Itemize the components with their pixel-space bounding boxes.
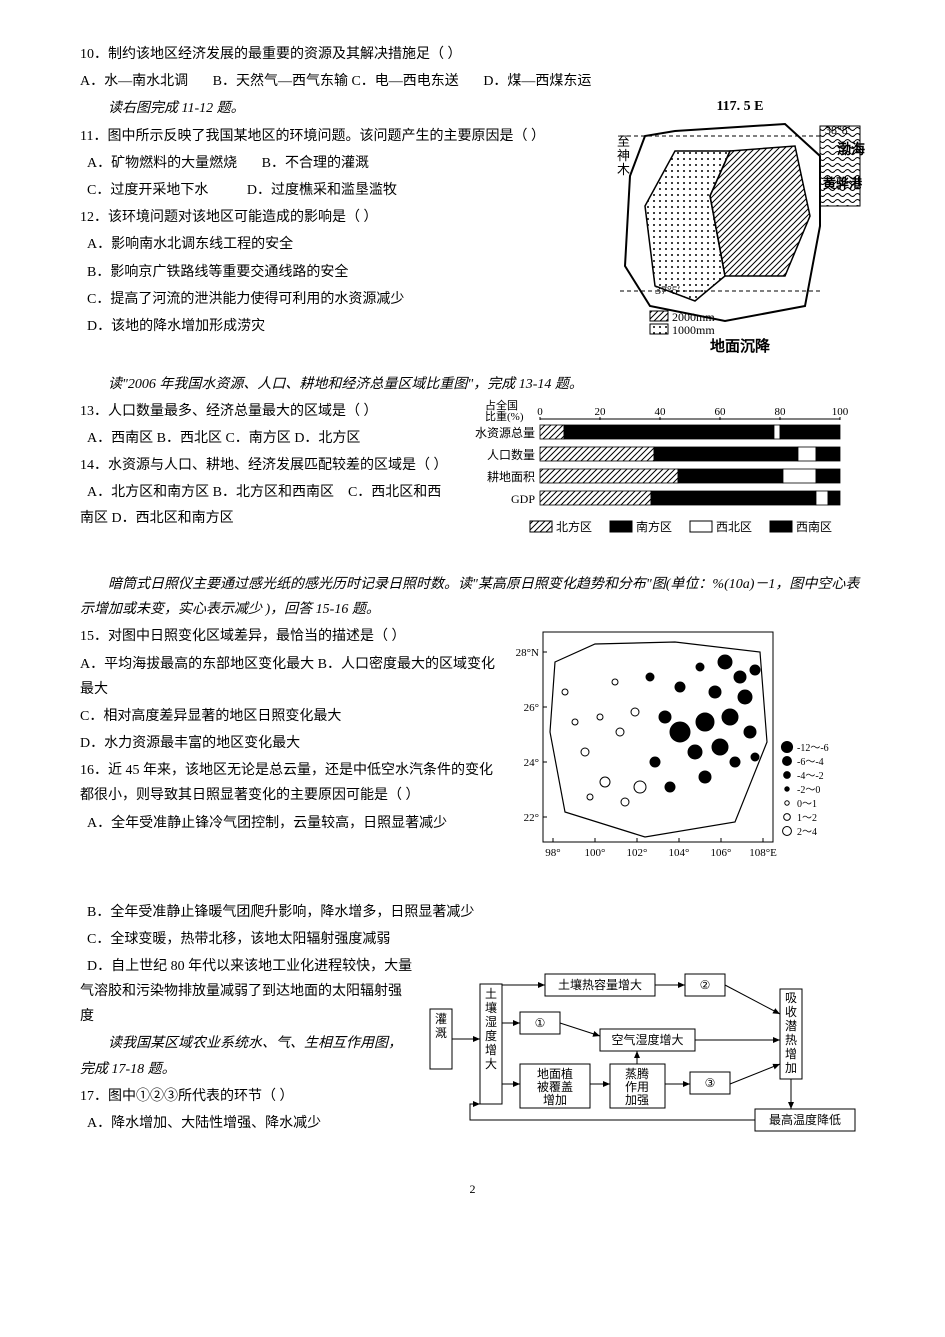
svg-text:土壤湿度增大: 土壤湿度增大	[485, 987, 497, 1071]
svg-text:104°: 104°	[669, 847, 690, 859]
fig1-bohai: 渤海	[837, 141, 865, 158]
q10-D: D．煤—西煤东运	[483, 74, 591, 89]
q16-B-txt: B．全年受准静止锋暖气团爬升影响，降水增多，日照显著减少	[87, 905, 474, 920]
svg-text:108°E: 108°E	[749, 847, 777, 859]
fig1-leg2: 1000mm	[672, 323, 715, 337]
fig1-shenmuku: 至神木	[617, 134, 630, 177]
svg-text:空气湿度增大: 空气湿度增大	[611, 1032, 683, 1047]
svg-text:人口数量: 人口数量	[487, 447, 535, 462]
figure-3: 28°N 26° 24° 22° 98° 100° 102° 104° 106° 108°E -12…	[505, 622, 865, 891]
note-15-16: 暗筒式日照仪主要通过感光纸的感光历时记录日照时数。读"某高原日照变化趋势和分布"…	[80, 572, 865, 622]
svg-text:①: ①	[535, 1016, 546, 1030]
q16-A-txt: A．全年受准静止锋冷气团控制，云量较高，日照显著减少	[87, 816, 447, 831]
q16-B: B．全年受准静止锋暖气团爬升影响，降水增多，日照显著减少	[80, 900, 865, 925]
svg-text:2～4: 2～4	[797, 827, 817, 838]
svg-text:③: ③	[705, 1076, 716, 1090]
q11-B: B．不合理的灌溉	[262, 156, 369, 171]
q10-B: B．天然气—西气东输	[213, 74, 348, 89]
q10-A: A．水—南水北调	[80, 74, 188, 89]
q15-A: A．平均海拔最高的东部地区变化最大	[80, 657, 314, 672]
q11-D: D．过度樵采和滥垦滥牧	[247, 183, 397, 198]
q17-A-txt: A．降水增加、大陆性增强、降水减少	[87, 1116, 321, 1131]
svg-text:西北区: 西北区	[716, 520, 752, 534]
figure-1: 117. 5 E 38°8′ 37°5′ 至神木 渤海 黄骅港 2000mm 1…	[615, 96, 865, 365]
svg-text:-2～0: -2～0	[797, 785, 820, 796]
svg-text:北方区: 北方区	[556, 519, 592, 534]
fig4-svg: 灌溉土壤湿度增大土壤热容量增大②①空气湿度增大地面植被覆盖增加蒸腾作用加强③吸收…	[425, 954, 865, 1144]
svg-text:-12～-6: -12～-6	[797, 743, 829, 754]
svg-text:60: 60	[715, 406, 727, 418]
q12-C-txt: C．提高了河流的泄洪能力使得可利用的水资源减少	[87, 292, 404, 307]
q14-D: D．西北区和南方区	[112, 511, 234, 526]
q11-C: C．过度开采地下水	[87, 183, 208, 198]
fig2-svg: 占全国比重(%) 0 20 40 60 80 100 水资源总量人口数量耕地面积 GDP 北方区 南…	[465, 397, 865, 557]
q16-D-txt: D．自上世纪 80 年代以来该地工业化进程较快，大量气溶胶和污染物排放量减弱了到…	[80, 959, 412, 1024]
svg-text:南方区: 南方区	[636, 519, 672, 534]
note-13-14: 读"2006 年我国水资源、人口、耕地和经济总量区域比重图"，完成 13-14 …	[80, 372, 865, 397]
figure-4: 灌溉土壤湿度增大土壤热容量增大②①空气湿度增大地面植被覆盖增加蒸腾作用加强③吸收…	[425, 954, 865, 1153]
q13-B: B．西北区	[157, 431, 222, 446]
svg-text:106°: 106°	[711, 847, 732, 859]
fig1-lat37: 37°5′	[655, 283, 681, 297]
svg-text:28°N: 28°N	[516, 647, 539, 659]
svg-text:40: 40	[655, 406, 667, 418]
svg-text:102°: 102°	[627, 847, 648, 859]
svg-text:26°: 26°	[524, 702, 539, 714]
svg-text:20: 20	[595, 406, 607, 418]
svg-text:蒸腾作用加强: 蒸腾作用加强	[625, 1066, 649, 1107]
fig1-lon: 117. 5 E	[716, 99, 763, 114]
q10-C: C．电—西电东送	[351, 74, 458, 89]
svg-text:最高温度降低: 最高温度降低	[769, 1112, 841, 1127]
svg-text:0～1: 0～1	[797, 799, 817, 810]
svg-text:1～2: 1～2	[797, 813, 817, 824]
svg-text:②: ②	[700, 978, 711, 992]
svg-text:100°: 100°	[585, 847, 606, 859]
svg-text:土壤热容量增大: 土壤热容量增大	[558, 977, 642, 992]
q14-B: B．北方区和西南区	[213, 485, 334, 500]
fig1-port: 黄骅港	[823, 176, 863, 191]
fig3-svg: 28°N 26° 24° 22° 98° 100° 102° 104° 106° 108°E -12…	[505, 622, 865, 882]
q12-D-txt: D．该地的降水增加形成涝灾	[87, 319, 265, 334]
svg-text:100: 100	[832, 406, 849, 418]
svg-text:24°: 24°	[524, 757, 539, 769]
svg-text:-4～-2: -4～-2	[797, 771, 824, 782]
q10-stem: 10．制约该地区经济发展的最重要的资源及其解决措施足（ ）	[80, 42, 865, 67]
svg-text:灌溉: 灌溉	[435, 1012, 447, 1040]
q16-C: C．全球变暖，热带北移，该地太阳辐射强度减弱	[80, 927, 865, 952]
q14-A: A．北方区和南方区	[87, 485, 209, 500]
q16-C-txt: C．全球变暖，热带北移，该地太阳辐射强度减弱	[87, 932, 390, 947]
svg-text:22°: 22°	[524, 812, 539, 824]
svg-text:0: 0	[537, 406, 543, 418]
svg-text:耕地面积: 耕地面积	[487, 469, 535, 484]
q13-D: D．北方区	[294, 431, 360, 446]
q11-A: A．矿物燃料的大量燃烧	[87, 156, 237, 171]
svg-text:98°: 98°	[545, 847, 560, 859]
q12-A-txt: A．影响南水北调东线工程的安全	[87, 237, 293, 252]
svg-text:-6～-4: -6～-4	[797, 757, 824, 768]
q12-B-txt: B．影响京广铁路线等重要交通线路的安全	[87, 265, 348, 280]
q13-C: C．南方区	[225, 431, 290, 446]
fig1-caption: 地面沉降	[710, 337, 771, 355]
svg-text:吸收潜热增加: 吸收潜热增加	[785, 991, 797, 1075]
page-number: 2	[80, 1179, 865, 1201]
q10-options: A．水—南水北调 B．天然气—西气东输 C．电—西电东送 D．煤—西煤东运	[80, 69, 865, 94]
fig1-svg: 117. 5 E 38°8′ 37°5′ 至神木 渤海 黄骅港 2000mm 1…	[615, 96, 865, 356]
fig1-lat38: 38°8′	[825, 123, 851, 137]
q13-A: A．西南区	[87, 431, 153, 446]
svg-text:GDP: GDP	[511, 492, 535, 506]
svg-text:水资源总量: 水资源总量	[475, 426, 535, 440]
figure-2: 占全国比重(%) 0 20 40 60 80 100 水资源总量人口数量耕地面积 GDP 北方区 南…	[465, 397, 865, 566]
svg-text:占全国比重(%): 占全国比重(%)	[485, 398, 524, 423]
svg-text:西南区: 西南区	[796, 519, 832, 534]
svg-text:80: 80	[775, 406, 787, 418]
fig1-leg1: 2000mm	[672, 310, 715, 324]
